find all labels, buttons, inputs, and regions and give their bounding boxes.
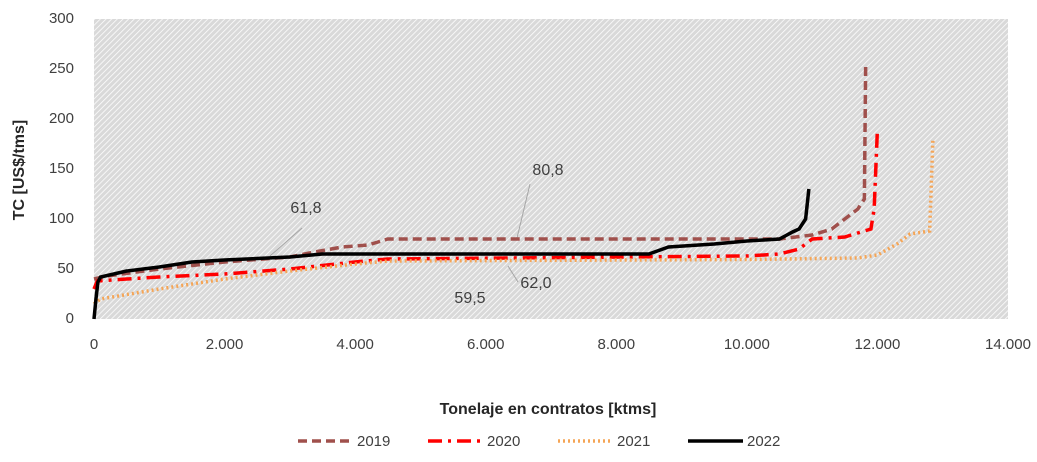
- y-tick-label: 300: [49, 10, 74, 27]
- series-line: [92, 128, 880, 290]
- annotation: 80,8: [532, 162, 563, 179]
- x-tick-label: 10.000: [724, 336, 770, 353]
- annotation: 62,0: [520, 275, 551, 292]
- x-tick-label: 14.000: [985, 336, 1031, 353]
- x-tick-label: 6.000: [467, 336, 505, 353]
- legend-label: 2022: [747, 433, 780, 450]
- x-tick-label: 8.000: [598, 336, 636, 353]
- annotation: 61,8: [290, 200, 321, 217]
- y-tick-label: 250: [49, 60, 74, 77]
- y-tick-label: 200: [49, 110, 74, 127]
- y-tick-label: 150: [49, 160, 74, 177]
- plot-area: [94, 19, 1008, 319]
- x-tick-label: 0: [90, 336, 98, 353]
- x-axis-title: Tonelaje en contratos [ktms]: [440, 401, 657, 418]
- series-line: [93, 63, 868, 281]
- x-tick-label: 12.000: [854, 336, 900, 353]
- legend-label: 2020: [487, 433, 520, 450]
- leader-line: [507, 265, 519, 283]
- y-tick-label: 0: [66, 310, 74, 327]
- y-axis-title: TC [US$/tms]: [11, 120, 28, 220]
- leader-line: [516, 183, 531, 239]
- x-tick-label: 4.000: [336, 336, 374, 353]
- y-tick-label: 100: [49, 210, 74, 227]
- legend-label: 2021: [617, 433, 650, 450]
- y-tick-label: 50: [57, 260, 74, 277]
- x-tick-label: 2.000: [206, 336, 244, 353]
- annotation: 59,5: [454, 290, 485, 307]
- leader-line: [269, 227, 303, 257]
- series-line: [92, 188, 811, 320]
- legend-label: 2019: [357, 433, 390, 450]
